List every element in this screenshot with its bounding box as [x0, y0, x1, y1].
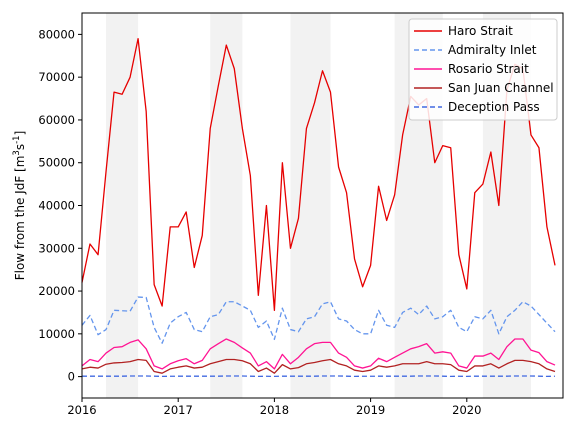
legend-label: Rosario Strait — [448, 62, 529, 76]
legend-label: Deception Pass — [448, 100, 540, 114]
series-line-haro-strait — [81, 38, 556, 311]
x-tick-label: 2018 — [260, 403, 289, 417]
x-tick-label: 2019 — [356, 403, 385, 417]
y-axis: 0 10000 20000 30000 40000 50000 60000 70000 8000… — [38, 27, 82, 384]
x-tick-label: 2020 — [452, 403, 481, 417]
y-tick-label: 70000 — [38, 70, 75, 84]
y-tick-label: 20000 — [38, 284, 75, 298]
y-tick-label: 80000 — [38, 27, 75, 41]
series-line-admiralty-inlet — [81, 296, 556, 344]
x-tick-label: 2017 — [164, 403, 193, 417]
y-tick-label: 60000 — [38, 113, 75, 127]
legend-label: Haro Strait — [448, 24, 513, 38]
y-tick-label: 30000 — [38, 241, 75, 255]
y-tick-label: 50000 — [38, 156, 75, 170]
legend-label: Admiralty Inlet — [448, 43, 537, 57]
legend: Haro Strait Admiralty Inlet Rosario Strait… — [408, 18, 558, 121]
x-tick-label: 2016 — [67, 403, 96, 417]
series-lines — [81, 38, 556, 378]
y-tick-label: 0 — [68, 370, 75, 384]
shaded-period-1 — [210, 13, 243, 398]
x-axis: 2016 2017 2018 2019 2020 — [67, 398, 481, 417]
series-line-san-juan-channel — [81, 358, 556, 374]
y-tick-label: 10000 — [38, 327, 75, 341]
legend-box — [408, 18, 558, 121]
series-line-rosario-strait — [81, 338, 556, 370]
legend-label: San Juan Channel — [448, 81, 554, 95]
shaded-period-0 — [106, 13, 139, 398]
y-axis-label: Flow from the JdF [m3s-1] — [12, 131, 27, 281]
shaded-period-2 — [290, 13, 331, 398]
y-tick-label: 40000 — [38, 199, 75, 213]
